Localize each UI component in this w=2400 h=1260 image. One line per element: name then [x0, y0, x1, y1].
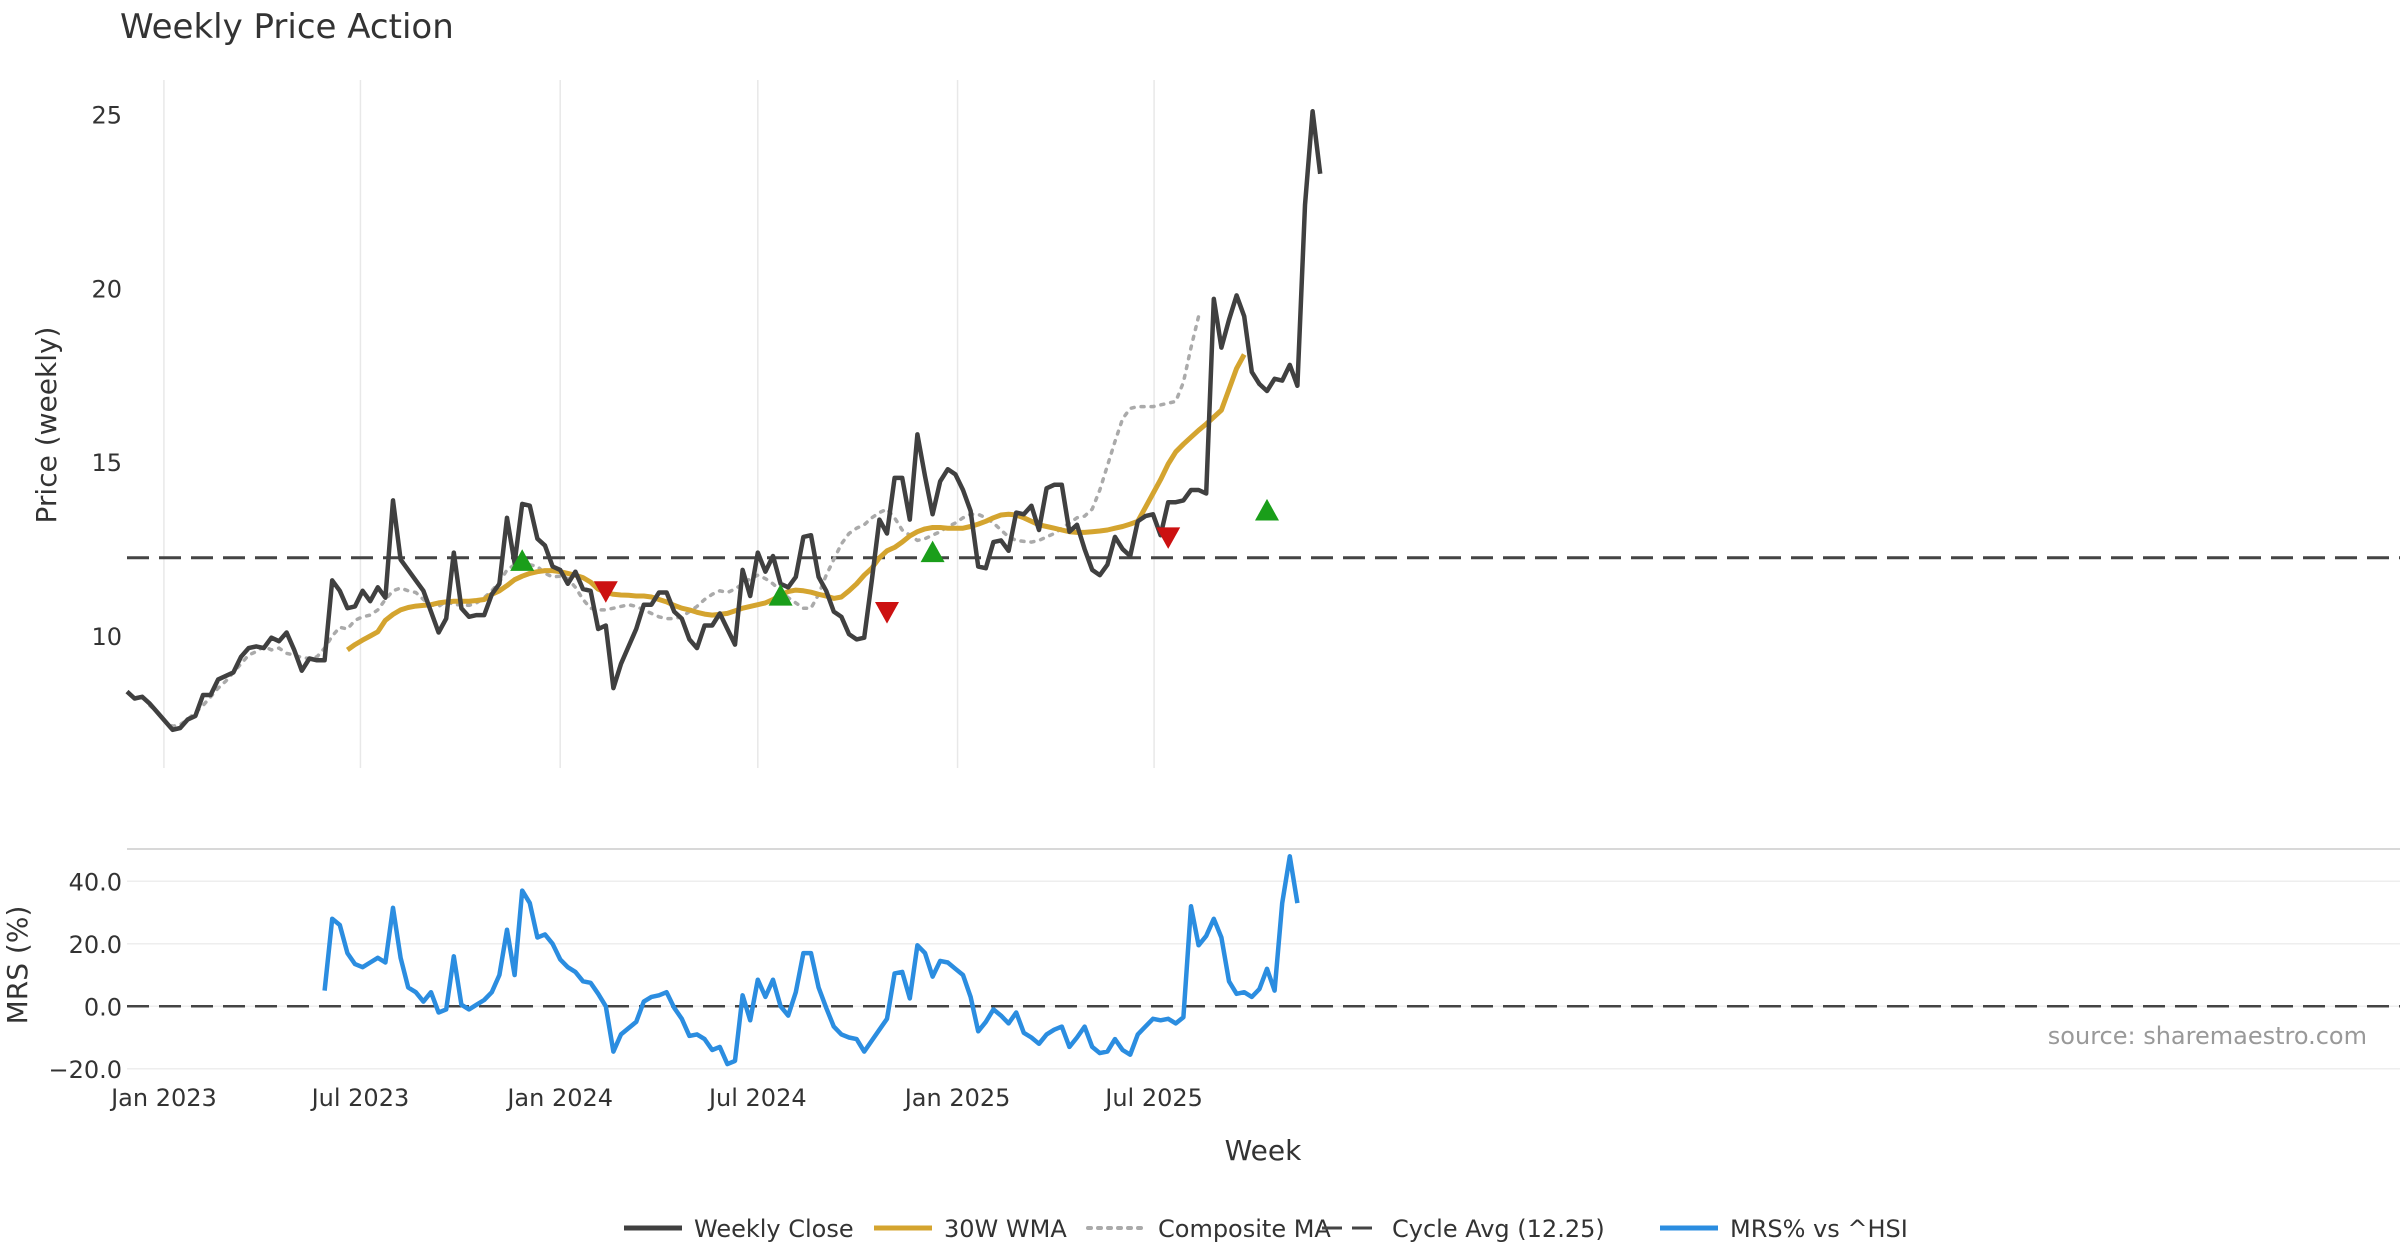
mrs-y-tick-label: 0.0 [84, 993, 122, 1021]
legend-label: Composite MA [1158, 1215, 1331, 1243]
source-watermark: source: sharemaestro.com [2048, 1022, 2367, 1050]
sell-signal-marker [593, 581, 618, 603]
mrs-y-tick-label: 20.0 [69, 931, 122, 959]
chart-title: Weekly Price Action [120, 7, 454, 47]
x-tick-label: Jan 2023 [109, 1084, 217, 1112]
legend-label: 30W WMA [944, 1215, 1067, 1243]
weekly-close-series-line [125, 109, 1323, 733]
price-y-tick-label: 10 [91, 623, 122, 651]
sell-signal-marker [1156, 527, 1181, 549]
x-tick-label: Jan 2024 [505, 1084, 613, 1112]
x-tick-label: Jan 2025 [903, 1084, 1011, 1112]
x-tick-label: Jul 2025 [1103, 1084, 1203, 1112]
legend-label: MRS% vs ^HSI [1730, 1215, 1908, 1243]
price-y-tick-label: 20 [91, 275, 122, 303]
wma-30w-series-line [345, 353, 1247, 652]
sell-signal-marker [875, 602, 899, 624]
buy-signal-marker [510, 549, 535, 571]
price-y-tick-label: 25 [91, 102, 122, 130]
chart-legend: Weekly Close 30W WMA Composite MA Cycle Avg… [624, 1215, 1908, 1243]
buy-signal-marker [768, 584, 793, 606]
price-y-ticks: 10 15 20 25 [91, 102, 122, 651]
x-tick-label: Jul 2023 [310, 1084, 410, 1112]
price-y-axis-title: Price (weekly) [30, 327, 63, 524]
buy-signal-marker [1255, 498, 1279, 521]
x-axis-ticks: Jan 2023 Jul 2023 Jan 2024 Jul 2024 Jan 2025… [109, 1084, 1203, 1112]
mrs-series-line [322, 854, 1300, 1067]
price-y-tick-label: 15 [91, 449, 122, 477]
price-panel-gridlines [163, 80, 1155, 768]
buy-signal-marker [920, 540, 945, 563]
legend-label: Cycle Avg (12.25) [1392, 1215, 1605, 1243]
mrs-y-ticks: −20.0 0.0 20.0 40.0 [48, 868, 122, 1084]
mrs-y-tick-label: −20.0 [48, 1056, 122, 1084]
legend-label: Weekly Close [694, 1215, 854, 1243]
signal-markers [510, 498, 1279, 624]
mrs-y-axis-title: MRS (%) [1, 906, 34, 1025]
x-axis-title: Week [1225, 1134, 1302, 1167]
mrs-y-tick-label: 40.0 [69, 868, 122, 896]
x-tick-label: Jul 2024 [707, 1084, 807, 1112]
